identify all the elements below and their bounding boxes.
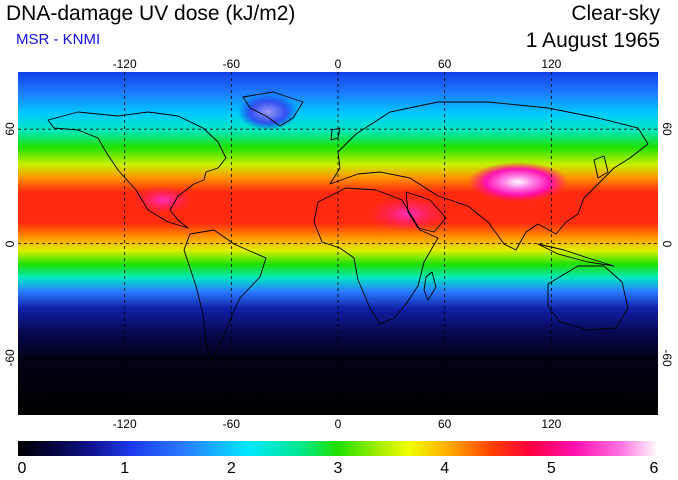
colorbar-tick-label: 5 bbox=[546, 460, 556, 477]
madagascar-coast bbox=[423, 271, 437, 301]
arabia-uv-high bbox=[368, 196, 448, 232]
longitude-tick-label: 120 bbox=[541, 417, 562, 431]
latitude-tick-label: -60 bbox=[660, 349, 674, 367]
longitude-tick-label: -60 bbox=[222, 57, 240, 71]
colorbar-tick-label: 2 bbox=[226, 460, 236, 477]
longitude-tick-label: -120 bbox=[112, 57, 137, 71]
africa-coast bbox=[313, 187, 439, 325]
longitude-tick-label: 120 bbox=[541, 57, 562, 71]
greenland-coast bbox=[242, 91, 304, 127]
mexico-uv-high bbox=[133, 186, 193, 214]
antarctica-coast bbox=[18, 397, 658, 407]
graticule bbox=[18, 72, 658, 415]
colorbar-tick-label: 1 bbox=[120, 460, 130, 477]
latitude-tick-label: 60 bbox=[660, 122, 674, 136]
longitude-tick-label: 0 bbox=[334, 417, 342, 431]
eurasia-coast bbox=[329, 101, 649, 251]
colorbar-tick-label: 3 bbox=[333, 460, 343, 477]
date-label: 1 August 1965 bbox=[525, 29, 660, 52]
latitude-tick-label: -60 bbox=[3, 349, 17, 367]
longitude-tick-label: -120 bbox=[112, 417, 137, 431]
sky-condition-label: Clear-sky bbox=[571, 2, 660, 25]
australia-coast bbox=[547, 265, 629, 331]
south-america-coast bbox=[183, 229, 267, 363]
uv-dose-map bbox=[18, 72, 658, 415]
japan-coast bbox=[593, 155, 609, 179]
longitude-tick-label: 0 bbox=[334, 57, 342, 71]
indonesia-coast bbox=[537, 243, 615, 267]
latitude-tick-label: 60 bbox=[3, 122, 17, 136]
longitude-tick-label: 60 bbox=[437, 417, 452, 431]
colorbar-tick-label: 4 bbox=[440, 460, 450, 477]
latitude-tick-label: 0 bbox=[3, 240, 17, 247]
map-title: DNA-damage UV dose (kJ/m2) bbox=[6, 2, 296, 25]
longitude-tick-label: -60 bbox=[222, 417, 240, 431]
arabia-coast bbox=[405, 191, 447, 233]
uv-dose-colorbar bbox=[18, 441, 658, 456]
latitude-tick-label: 0 bbox=[660, 240, 674, 247]
colorbar-tick-label: 6 bbox=[649, 460, 659, 477]
colorbar-tick-label: 0 bbox=[17, 460, 27, 477]
coastlines bbox=[18, 91, 658, 407]
source-label: MSR - KNMI bbox=[16, 31, 101, 48]
north-america-coast bbox=[47, 111, 227, 229]
tibet-uv-hotspot bbox=[468, 162, 568, 202]
longitude-tick-label: 60 bbox=[437, 57, 452, 71]
greenland-uv-low bbox=[238, 94, 298, 130]
